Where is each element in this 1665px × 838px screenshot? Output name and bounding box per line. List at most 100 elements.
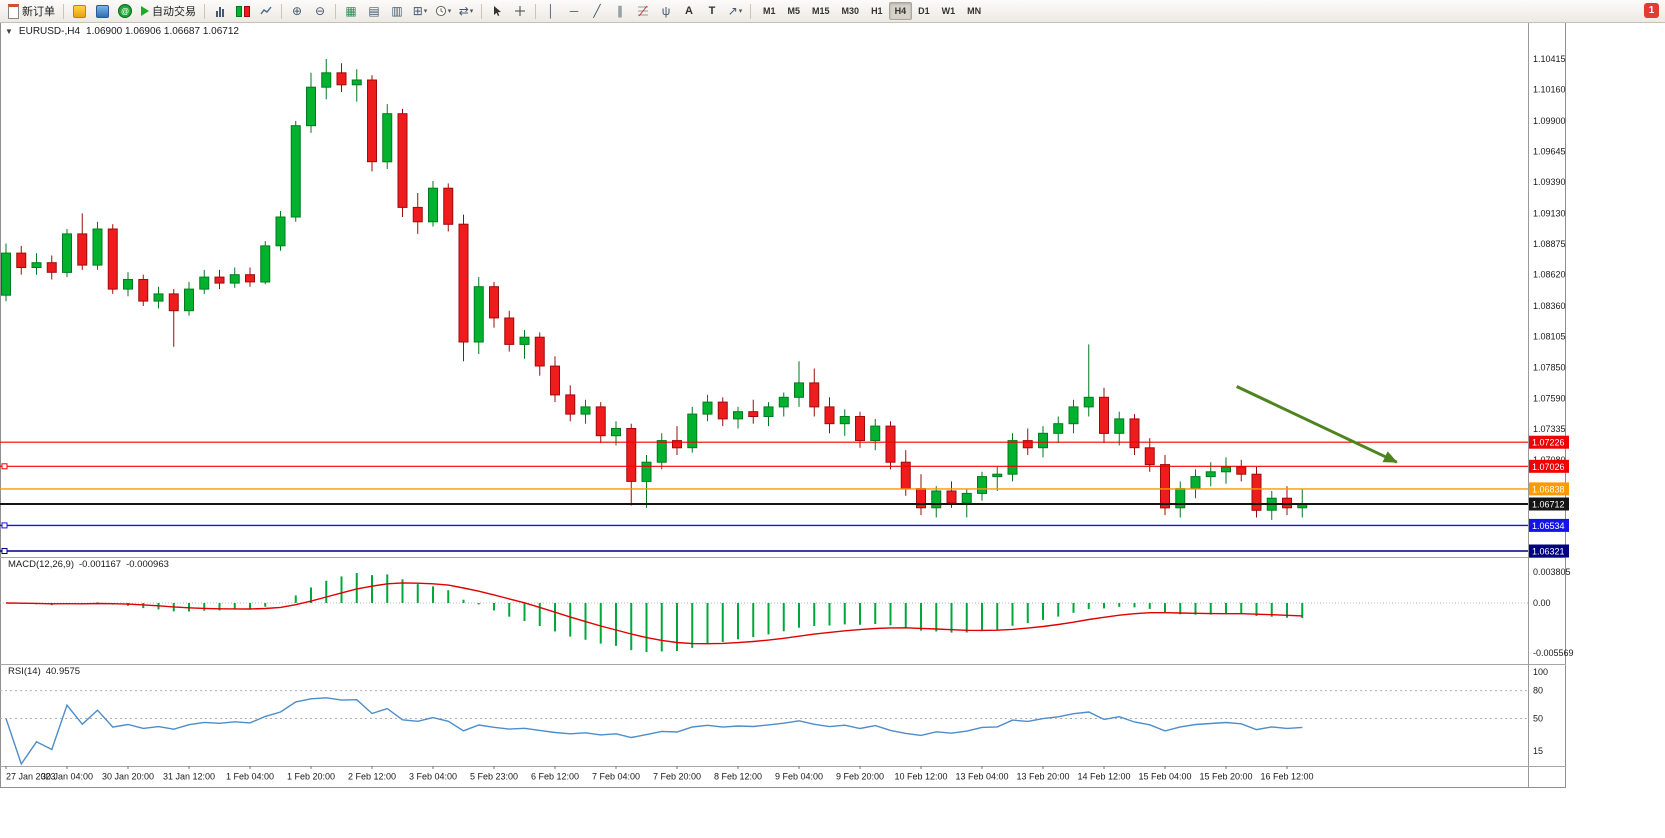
price-badge-label: 1.06838 (1532, 484, 1565, 494)
timeframe-button-mn[interactable]: MN (967, 6, 982, 16)
line-handle[interactable] (1, 522, 8, 529)
arrows-button[interactable]: ↗ ▾ (724, 2, 746, 20)
timeframe-button-m5[interactable]: M5 (787, 6, 801, 16)
candle-body (1068, 406, 1079, 425)
horizontal-lines[interactable] (0, 441, 1528, 554)
cursor-icon (494, 6, 501, 16)
candle-body (1160, 464, 1170, 509)
time-tick-label: 5 Feb 23:00 (470, 772, 518, 782)
candle-body (870, 425, 881, 442)
cascade-windows-button[interactable]: ▤ (363, 2, 385, 20)
candle-body (153, 293, 164, 302)
vertical-line-button[interactable]: │ (540, 2, 562, 20)
channel-button[interactable]: ∥ (609, 2, 631, 20)
timeframe-button-w1[interactable]: W1 (941, 6, 956, 16)
community-button[interactable]: @ (114, 2, 136, 20)
candles-layer (1, 59, 1308, 520)
candlestick-chart-button[interactable] (232, 2, 254, 20)
rsi-axis-label: 15 (1533, 746, 1543, 756)
autotrading-button[interactable]: 自动交易 (137, 1, 200, 21)
candle-body (595, 406, 606, 437)
macd-axis-label: 0.003805 (1533, 567, 1571, 577)
pitchfork-button[interactable]: ψ (655, 2, 677, 20)
time-tick-label: 8 Feb 12:00 (714, 772, 762, 782)
rsi-line (5, 697, 1303, 766)
notification-badge[interactable]: 1 (1644, 3, 1659, 18)
line-chart-icon (260, 6, 272, 15)
trendline-button[interactable]: ╱ (586, 2, 608, 20)
candle-body (1190, 476, 1201, 490)
candle-body (519, 336, 530, 345)
profiles-button[interactable]: ▾ (432, 2, 454, 20)
time-tick-label: 31 Jan 12:00 (163, 772, 215, 782)
time-tick-label: 7 Feb 04:00 (592, 772, 640, 782)
line-chart-button[interactable] (255, 2, 277, 20)
tile-windows-icon: ▦ (345, 4, 357, 18)
candle-body (794, 382, 804, 398)
price-tick-label: 1.09130 (1533, 208, 1566, 218)
horizontal-line-button[interactable]: ─ (563, 2, 585, 20)
line-handle[interactable] (1, 463, 8, 470)
macd-label: MACD(12,26,9) -0.001167 -0.000963 (8, 559, 169, 570)
cursor-button[interactable] (486, 2, 508, 20)
fibonacci-button[interactable] (632, 2, 654, 20)
macd-axis-label: 0.00 (1533, 598, 1551, 608)
clock-icon (435, 5, 446, 17)
crosshair-button[interactable] (509, 2, 531, 20)
price-badge-label: 1.07026 (1532, 462, 1565, 472)
toolbar: 新订单 @ 自动交易 ⊕ ⊖ ▦ ▤ ▥ ⊞ ▾ ▾ ⇄ ▾ (0, 0, 1665, 23)
candle-body (656, 440, 667, 463)
price-badge-label: 1.06712 (1532, 500, 1565, 510)
candle-body (214, 276, 225, 284)
bar-chart-icon (216, 6, 224, 17)
new-chart-button[interactable]: ⊞ ▾ (409, 2, 431, 20)
community-icon: @ (118, 4, 132, 18)
text-label-button[interactable]: T (701, 2, 723, 20)
price-badge (1529, 518, 1569, 532)
arrange-windows-button[interactable]: ▥ (386, 2, 408, 20)
arrow-line[interactable] (1236, 385, 1398, 464)
text-icon: A (685, 5, 693, 17)
candle-body (92, 228, 103, 266)
candle-body (611, 428, 621, 437)
price-badge (1529, 482, 1569, 496)
toolbar-separator (204, 3, 205, 19)
time-tick-label: 9 Feb 20:00 (836, 772, 884, 782)
candle-body (1129, 418, 1140, 449)
rsi-axis-label: 80 (1533, 686, 1543, 696)
one-click-trading-toggle[interactable]: ▼ (5, 27, 13, 36)
candle-body (1114, 418, 1125, 434)
timeframe-button-m1[interactable]: M1 (763, 6, 776, 16)
chart-shift-button[interactable]: ⇄ ▾ (455, 2, 477, 20)
candle-body (16, 252, 27, 269)
zoom-in-button[interactable]: ⊕ (286, 2, 308, 20)
candle-body (977, 476, 987, 494)
candle-body (931, 490, 942, 509)
zoom-out-button[interactable]: ⊖ (309, 2, 331, 20)
candle-body (428, 187, 438, 223)
bar-chart-button[interactable] (209, 2, 231, 20)
timeframe-button-m15[interactable]: M15 (812, 6, 830, 16)
new-order-label: 新订单 (22, 6, 55, 18)
rsi-name: RSI(14) (8, 666, 41, 677)
metaeditor-button[interactable] (68, 2, 90, 20)
text-button[interactable]: A (678, 2, 700, 20)
trend-arrow[interactable] (1236, 385, 1398, 464)
timeframe-button-h4[interactable]: H4 (888, 2, 913, 20)
candle-body (824, 406, 835, 425)
tile-windows-button[interactable]: ▦ (340, 2, 362, 20)
timeframe-button-m30[interactable]: M30 (841, 6, 860, 16)
candle-body (1038, 432, 1048, 449)
price-tick-label: 1.08875 (1533, 239, 1566, 249)
macd-panel (0, 573, 1528, 652)
time-tick-label: 9 Feb 04:00 (775, 772, 823, 782)
new-order-button[interactable]: 新订单 (4, 1, 59, 21)
timeframe-button-h1[interactable]: H1 (871, 6, 883, 16)
line-handle[interactable] (1, 548, 8, 554)
arrange-windows-icon: ▥ (391, 4, 403, 18)
toolbar-separator (281, 3, 282, 19)
market-watch-button[interactable] (91, 2, 113, 20)
timeframe-button-d1[interactable]: D1 (918, 6, 930, 16)
